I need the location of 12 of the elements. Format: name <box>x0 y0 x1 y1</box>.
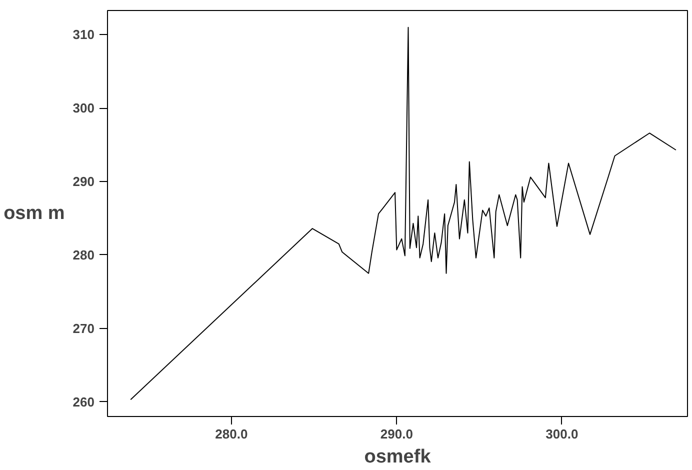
y-tick-label: 270 <box>72 320 95 336</box>
x-tick-label: 290.0 <box>380 426 413 442</box>
x-tick-label: 280.0 <box>215 426 248 442</box>
y-tick-label: 300 <box>72 100 95 116</box>
y-axis-title: osm m <box>4 203 65 224</box>
y-tick-label: 260 <box>72 394 95 410</box>
x-tick-label: 300.0 <box>546 426 578 442</box>
y-tick-label: 280 <box>72 247 95 262</box>
line-series <box>130 26 676 400</box>
y-tick-label: 310 <box>72 27 95 42</box>
x-axis-title: osmefk <box>364 446 432 468</box>
y-tick-label: 290 <box>72 174 95 190</box>
